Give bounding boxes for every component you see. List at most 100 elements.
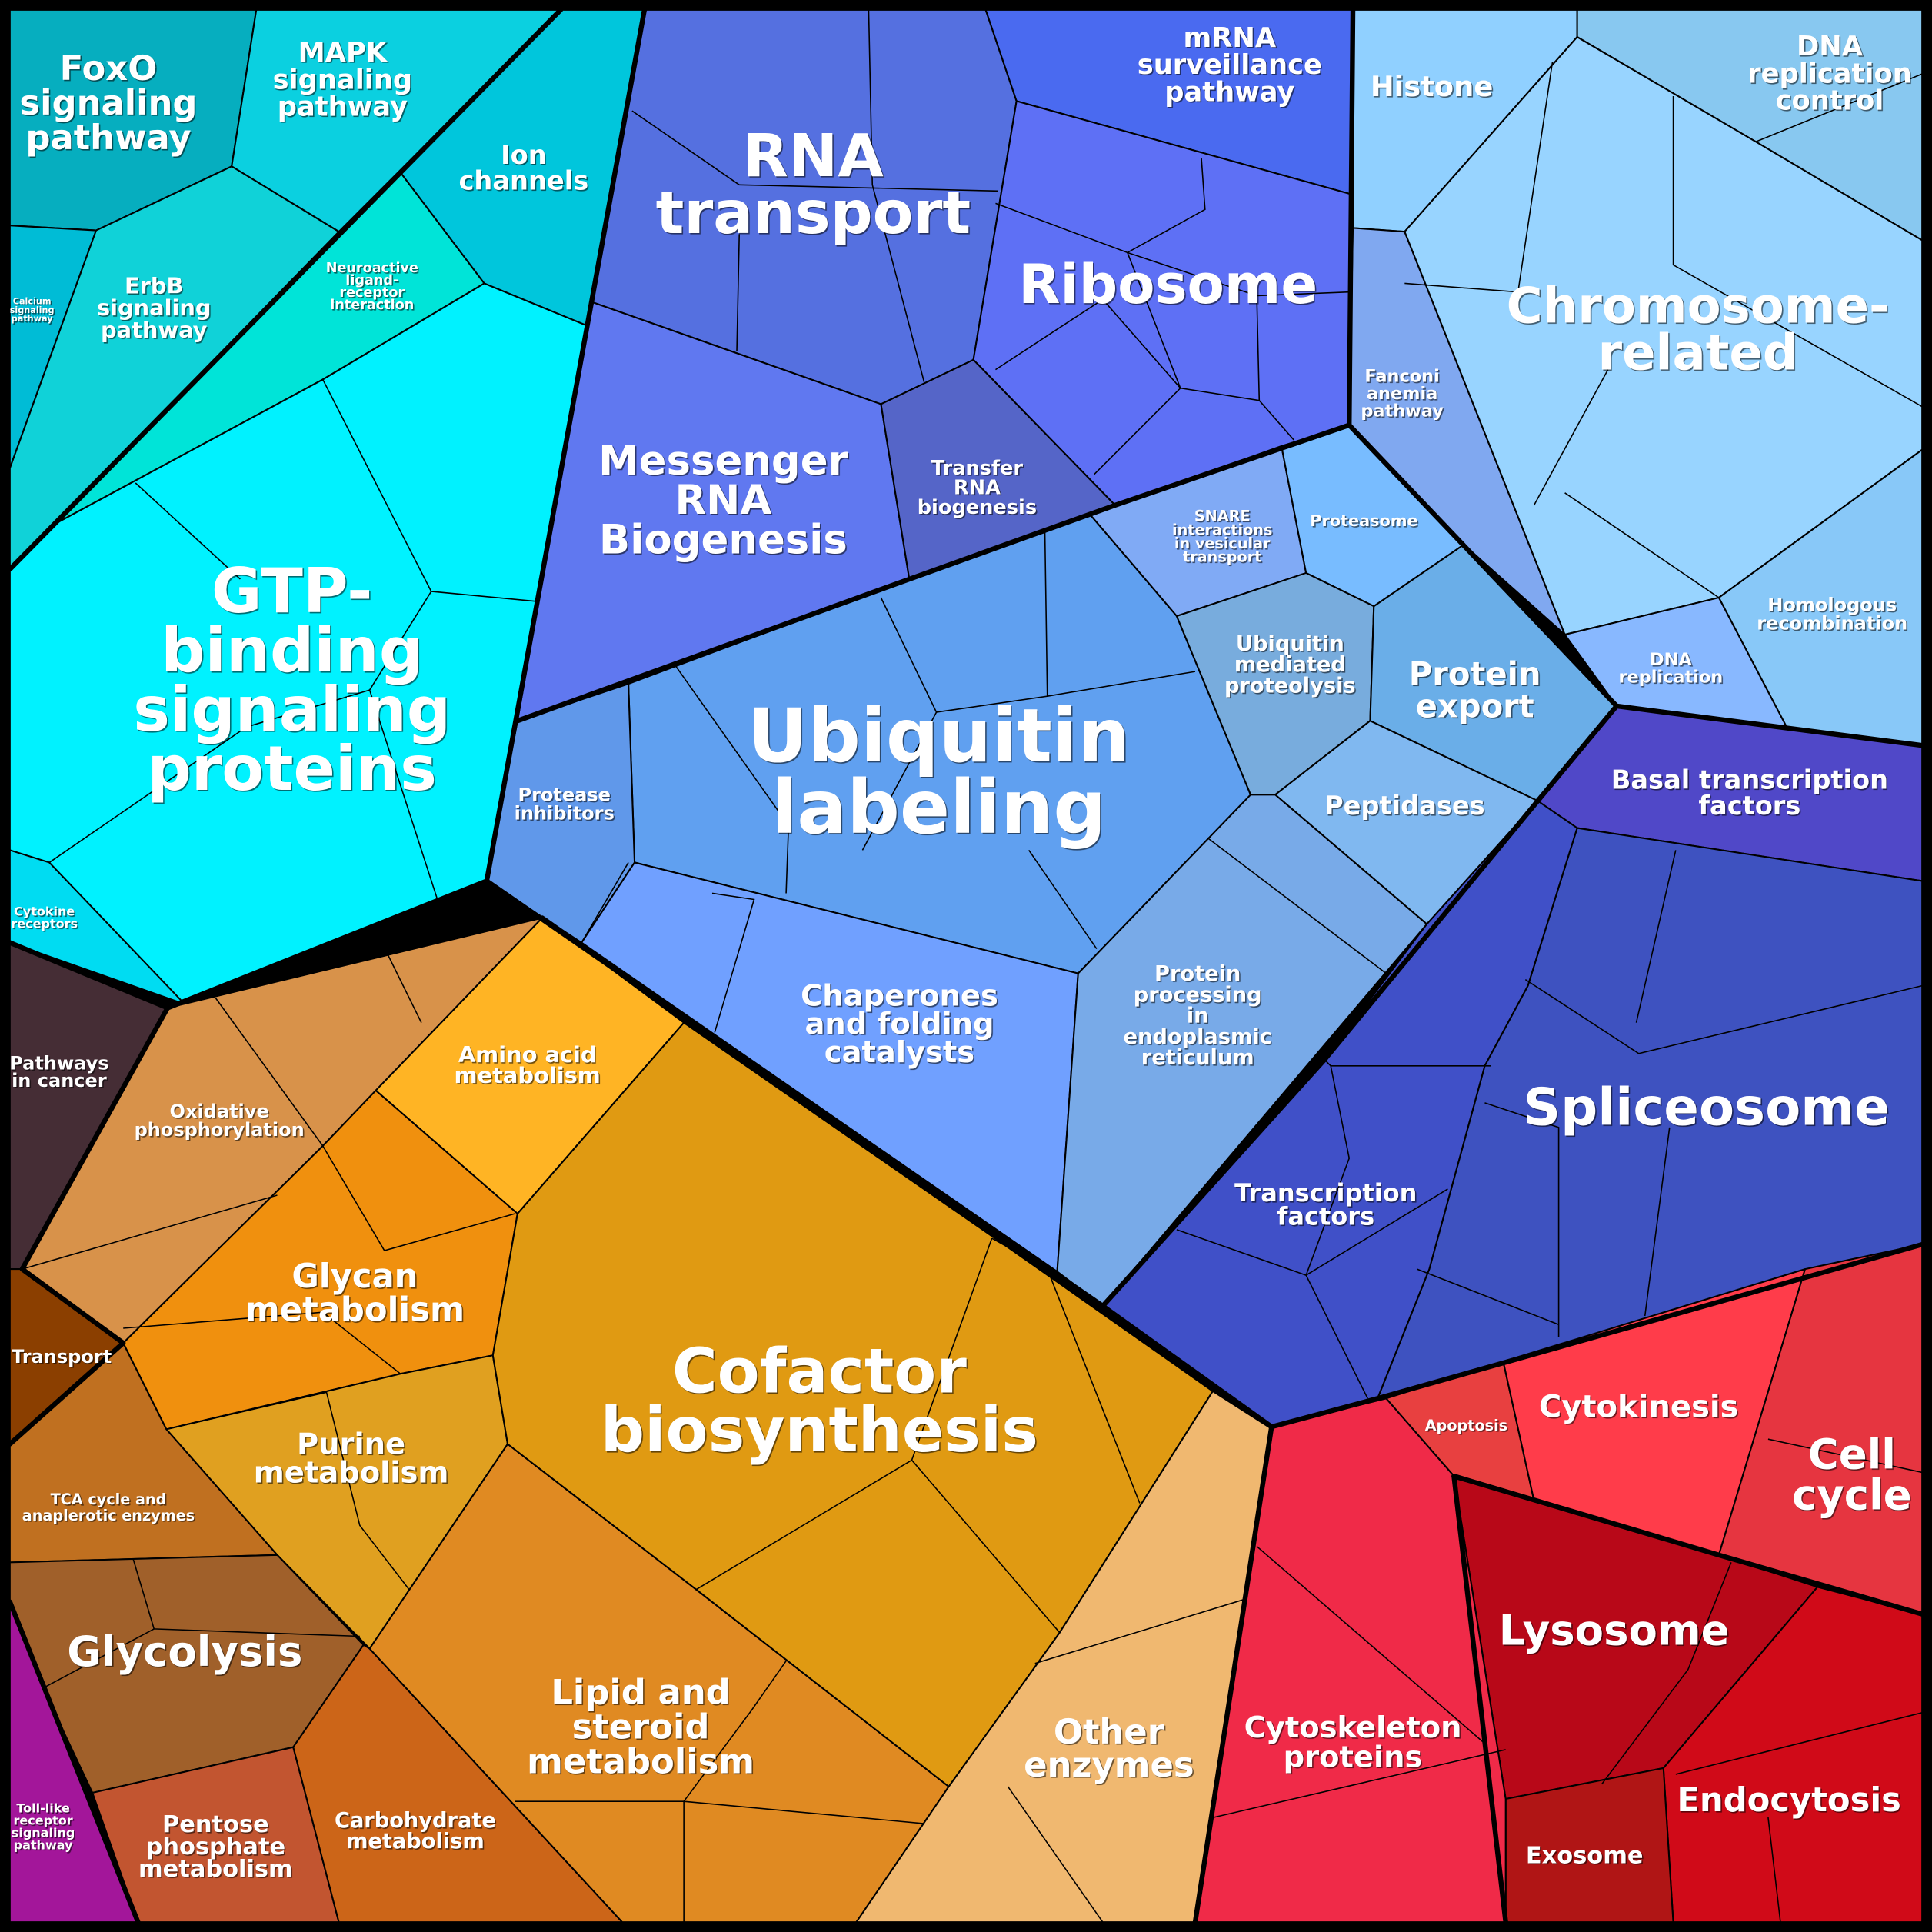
label-line: Glycan (291, 1257, 418, 1296)
label-line: Protease (518, 784, 611, 805)
label-line: and folding (804, 1007, 994, 1041)
label-cofactor: Cofactor biosynthesis (601, 1335, 1038, 1466)
group-boundary (1451, 1474, 1925, 1617)
label-cytoskeleton: Cytoskeleton proteins (1244, 1710, 1462, 1774)
group-boundary (1451, 1474, 1508, 1925)
label-line: Oxidative (170, 1101, 269, 1122)
subcell-divider (1256, 295, 1294, 441)
label-line: signaling (133, 674, 451, 745)
label-line: GTP- (212, 555, 373, 627)
subcell-divider (1007, 1786, 1104, 1923)
label-dnarepctl: DNA replication control (1747, 31, 1912, 116)
label-line: control (1776, 85, 1884, 117)
label-line: DNA (1797, 31, 1864, 62)
label-line: Biogenesis (599, 516, 848, 563)
label-line: ligand- (345, 273, 398, 288)
label-line: reticulum (1141, 1046, 1254, 1070)
subcell-divider (1635, 850, 1677, 1023)
label-splice: Spliceosome (1524, 1078, 1890, 1138)
label-line: RNA (954, 476, 1001, 499)
label-histone: Histone (1371, 70, 1493, 103)
subcell-divider (1256, 1545, 1485, 1744)
label-cellcycle: Cell cycle (1792, 1430, 1912, 1520)
subcell-divider (1047, 671, 1196, 697)
label-line: metabolism (455, 1062, 601, 1088)
subcell-divider (1417, 1268, 1559, 1325)
subcell-divider (517, 1022, 685, 1214)
subcell-divider (1644, 1127, 1671, 1317)
subcell-divider (515, 1800, 924, 1824)
label-line: factors (1277, 1201, 1374, 1231)
subcell-divider (1564, 492, 1720, 598)
label-line: Endocytosis (1677, 1781, 1901, 1820)
label-proteasome: Proteasome (1310, 511, 1417, 530)
label-line: Protein (1409, 655, 1541, 693)
label-line: anemia (1367, 384, 1437, 404)
label-toll: Toll-like receptor signaling pathway (12, 1801, 75, 1853)
label-line: transport (656, 179, 971, 248)
label-basal: Basal transcription factors (1611, 764, 1888, 821)
label-line: receptors (11, 916, 78, 931)
label-exosome: Exosome (1526, 1842, 1644, 1869)
group-boundary (1614, 703, 1925, 748)
label-line: factors (1698, 791, 1800, 821)
subcell-divider (1524, 978, 1923, 1054)
subcell-divider (1767, 1438, 1923, 1474)
group-boundary (515, 422, 1620, 724)
label-line: Cell (1808, 1430, 1896, 1479)
label-line: metabolism (527, 1740, 754, 1781)
label-line: FoxO (60, 48, 158, 88)
subcell-divider (1755, 73, 1923, 142)
label-line: signaling (97, 295, 212, 321)
label-line: interactions (1172, 521, 1272, 538)
subcell-divider (631, 110, 740, 185)
label-line: proteins (1284, 1740, 1423, 1774)
label-homrec: Homologous recombination (1757, 595, 1907, 635)
label-gtp: GTP-binding signaling proteins (133, 555, 451, 804)
label-line: interaction (330, 298, 414, 313)
label-line: biosynthesis (601, 1394, 1038, 1466)
label-line: Exosome (1526, 1842, 1644, 1869)
label-line: replication (1618, 668, 1723, 688)
label-line: mediated (1234, 653, 1346, 677)
label-mapk: MAPK signaling pathway (273, 37, 413, 122)
label-lysosome: Lysosome (1499, 1606, 1730, 1655)
label-line: ErbB (125, 272, 184, 298)
subcell-divider (1767, 1817, 1781, 1923)
subcell-divider (911, 1459, 1061, 1634)
label-line: Ribosome (1018, 253, 1317, 316)
label-line: Ubiquitin (748, 693, 1130, 779)
group-boundary (1347, 7, 1356, 428)
subcell-divider (1213, 1749, 1506, 1818)
label-line: in cancer (12, 1070, 107, 1091)
label-line: Protein (1154, 962, 1241, 986)
label-line: replication (1747, 58, 1912, 89)
subcell-divider (683, 1661, 787, 1923)
label-line: Transfer (931, 457, 1024, 480)
label-line: Spliceosome (1524, 1078, 1890, 1138)
label-line: processing (1134, 983, 1262, 1007)
subcell-divider (581, 862, 629, 943)
label-line: Chaperones (801, 978, 998, 1013)
subcell-divider (736, 234, 741, 351)
label-line: pathway (1361, 401, 1444, 421)
label-line: biogenesis (918, 496, 1037, 519)
label-line: recombination (1757, 613, 1907, 635)
group-boundary (7, 7, 564, 572)
label-line: pathway (25, 117, 191, 158)
label-line: in (1187, 1004, 1209, 1028)
label-fanconi: Fanconi anemia pathway (1361, 367, 1444, 421)
label-chaperones: Chaperones and folding catalysts (801, 978, 998, 1070)
subcell-divider (675, 665, 790, 894)
label-line: Toll-like (16, 1801, 70, 1816)
subcell-divider (1176, 1188, 1448, 1276)
label-line: metabolism (245, 1291, 465, 1329)
subcell-divider (1675, 1712, 1923, 1775)
label-line: Peptidases (1324, 791, 1485, 821)
label-tca: TCA cycle and anaplerotic enzymes (22, 1491, 195, 1524)
label-ubiqmed: Ubiquitin mediated proteolysis (1224, 632, 1356, 698)
label-line: Ubiquitin (1236, 632, 1344, 656)
label-mrnasurv: mRNA surveillance pathway (1138, 22, 1322, 108)
